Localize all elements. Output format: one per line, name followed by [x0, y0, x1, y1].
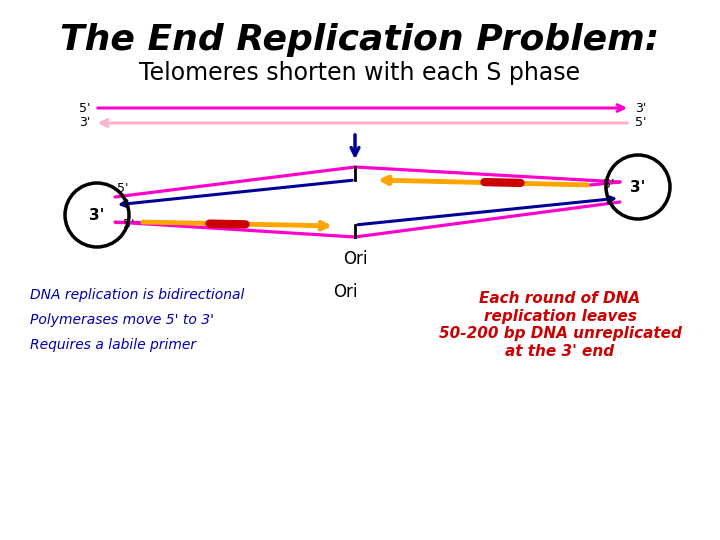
Text: 5': 5': [117, 182, 128, 195]
Text: 3': 3': [630, 179, 646, 194]
Text: 5': 5': [635, 117, 647, 130]
Text: 3': 3': [635, 102, 647, 114]
Text: Each round of DNA
replication leaves
50-200 bp DNA unreplicated
at the 3' end: Each round of DNA replication leaves 50-…: [438, 292, 681, 359]
Text: 5': 5': [603, 179, 615, 192]
Text: Ori: Ori: [343, 250, 367, 268]
Text: 5': 5': [123, 218, 135, 231]
Text: Polymerases move 5' to 3': Polymerases move 5' to 3': [30, 313, 214, 327]
Text: 5': 5': [78, 102, 90, 114]
Text: DNA replication is bidirectional: DNA replication is bidirectional: [30, 288, 244, 302]
Text: 3': 3': [89, 207, 104, 222]
Text: Telomeres shorten with each S phase: Telomeres shorten with each S phase: [140, 61, 580, 85]
Text: Ori: Ori: [333, 283, 357, 301]
Text: The End Replication Problem:: The End Replication Problem:: [60, 23, 660, 57]
Text: Requires a labile primer: Requires a labile primer: [30, 338, 196, 352]
Text: 3': 3': [78, 117, 90, 130]
